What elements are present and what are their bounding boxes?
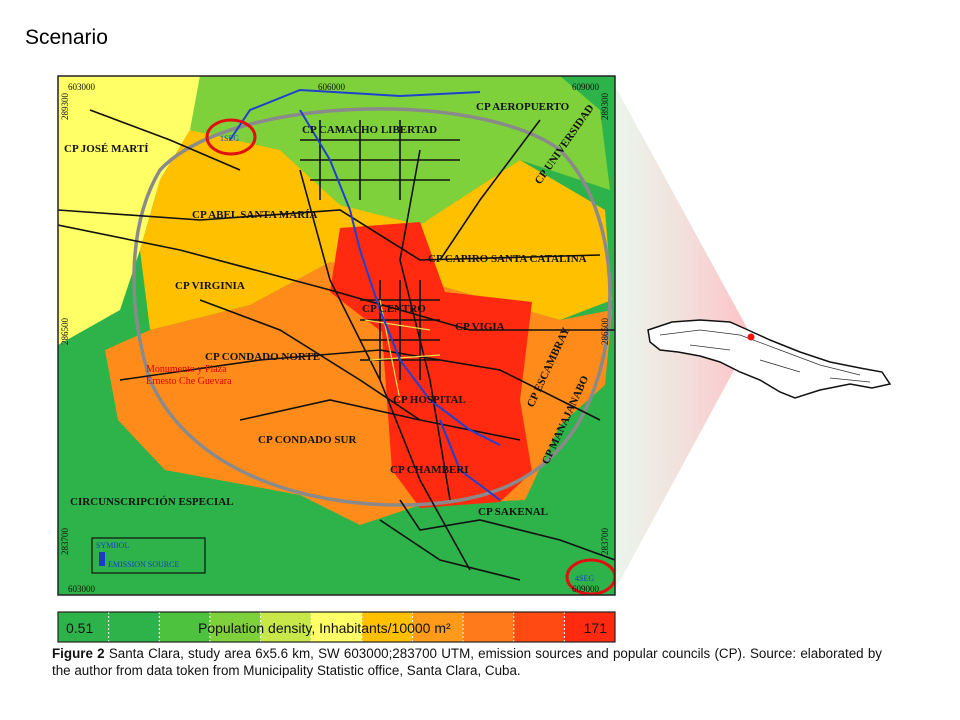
coord-label: 606000 <box>318 82 346 92</box>
legend-swatch <box>564 612 616 642</box>
symbol-item: EMISSION SOURCE <box>108 560 179 569</box>
council-label: CP HOSPITAL <box>393 394 466 406</box>
legend-max: 171 <box>584 620 608 636</box>
council-label: CP CONDADO NORTE <box>205 351 320 363</box>
council-label: CIRCUNSCRIPCIÓN ESPECIAL <box>70 496 234 508</box>
source-label: 1SEG <box>220 134 239 143</box>
landmark-label: Ernesto Che Guevara <box>146 376 232 387</box>
coord-label: 603000 <box>68 82 96 92</box>
caption: Figure 2 Santa Clara, study area 6x5.6 k… <box>52 645 882 679</box>
coord-label: 289300 <box>60 93 70 121</box>
council-label: CP CHAMBERI <box>390 464 469 476</box>
coord-label: 289300 <box>600 93 610 121</box>
council-label: CP CAMACHO LIBERTAD <box>302 124 437 136</box>
council-label: CP VIGIA <box>455 321 505 333</box>
legend-min: 0.51 <box>66 620 93 636</box>
map-frame <box>57 75 616 596</box>
coord-label: 283700 <box>60 528 70 556</box>
legend-swatch <box>159 612 211 642</box>
legend-swatch <box>209 612 262 642</box>
legend-swatch <box>361 612 413 642</box>
legend-swatch <box>108 612 160 642</box>
legend-title: Population density, Inhabitants/10000 m² <box>198 620 451 636</box>
coord-label: 609000 <box>572 584 600 594</box>
legend-frame <box>57 611 616 643</box>
legend-swatch <box>311 612 363 642</box>
rivers <box>229 88 501 501</box>
santa-clara-marker <box>747 333 755 341</box>
coord-label: 286500 <box>60 318 70 346</box>
zone-yellow <box>58 76 200 345</box>
coord-label: 603000 <box>68 584 96 594</box>
legend-swatch <box>513 612 565 642</box>
ring-road <box>132 107 612 507</box>
council-label: CP CAPIRO SANTA CATALINA <box>428 253 587 265</box>
caption-label: Figure 2 <box>52 646 105 661</box>
caption-text: Santa Clara, study area 6x5.6 km, SW 603… <box>52 646 882 678</box>
coord-label: 609000 <box>572 82 600 92</box>
slide-title: Scenario <box>25 26 108 49</box>
legend: 0.51 Population density, Inhabitants/1000… <box>57 611 616 643</box>
legend-swatch <box>260 612 312 642</box>
council-label: CP CENTRO <box>362 303 426 315</box>
council-label: CP ABEL SANTA MARÍA <box>192 209 317 221</box>
council-label: CP SAKENAL <box>478 506 548 518</box>
cuba-outline <box>647 319 892 399</box>
coord-label: 286500 <box>600 318 610 346</box>
source-label: 4SEG <box>575 574 594 583</box>
source-circle <box>205 118 257 156</box>
legend-swatch <box>463 612 515 642</box>
landmark-label: Monumento y Plaza <box>146 364 227 375</box>
legend-swatch <box>412 612 464 642</box>
map <box>58 76 615 595</box>
coord-label: 283700 <box>600 528 610 556</box>
source-circle <box>565 558 615 595</box>
council-label: CP JOSÉ MARTÍ <box>64 143 149 155</box>
legend-swatch <box>58 612 110 642</box>
council-label: CP VIRGINIA <box>175 280 245 292</box>
source-symbol <box>99 552 105 566</box>
cuba-municipalities <box>659 329 871 383</box>
symbol-title: SYMBOL <box>96 541 129 550</box>
symbol-box <box>91 537 206 574</box>
council-label: CP AEROPUERTO <box>476 101 570 113</box>
council-label: CP CONDADO SUR <box>258 434 357 446</box>
